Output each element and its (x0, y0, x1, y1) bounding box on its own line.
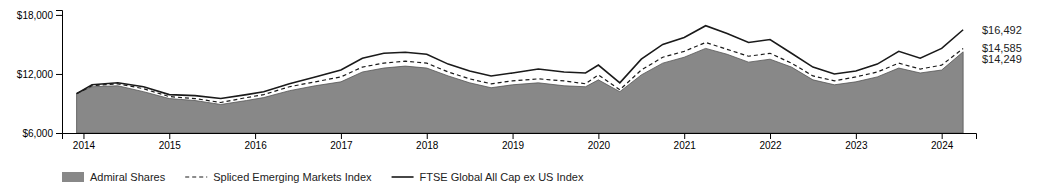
value-label: $16,492 (982, 24, 1022, 36)
chart: 2014 2015 2016 2017 2018 2019 2020 2021 2022 2023… (0, 0, 1048, 191)
tick-label: 2016 (244, 140, 267, 151)
legend-label: FTSE Global All Cap ex US Index (420, 171, 584, 183)
tick-mark (427, 133, 428, 139)
tick: 2022 (759, 133, 782, 151)
y-axis: $6,000 $12,000 $18,000 (17, 10, 63, 139)
tick-label: 2022 (759, 140, 782, 151)
legend-item: Admiral Shares (62, 171, 166, 183)
tick-label: 2024 (931, 140, 954, 151)
tick-label: $12,000 (17, 69, 54, 80)
area (77, 48, 964, 133)
tick-label: $18,000 (17, 10, 54, 21)
tick-mark (856, 133, 857, 139)
tick: $18,000 (17, 10, 62, 21)
tick: 2016 (244, 133, 267, 151)
tick-mark (942, 133, 943, 139)
tick-mark (56, 133, 62, 134)
legend-swatch (185, 176, 207, 177)
tick-label: 2018 (416, 140, 439, 151)
tick-label: 2017 (330, 140, 353, 151)
legend: Admiral Shares Spliced Emerging Markets I… (62, 171, 584, 183)
tick-mark (56, 15, 62, 16)
tick-label: 2021 (674, 140, 697, 151)
tick-label: 2019 (502, 140, 525, 151)
tick-label: 2015 (159, 140, 182, 151)
x-axis: 2014 2015 2016 2017 2018 2019 2020 2021 2022 2023… (63, 133, 977, 151)
tick-mark (83, 133, 84, 139)
value-labels: $16,492$14,585$14,249 (982, 24, 1022, 66)
tick-label: $6,000 (22, 128, 53, 139)
tick: 2024 (931, 133, 954, 151)
legend-swatch (392, 176, 414, 178)
legend-swatch (62, 172, 84, 182)
tick-mark (56, 74, 62, 75)
tick-label: 2014 (73, 140, 96, 151)
tick: $6,000 (22, 128, 62, 139)
tick: 2014 (73, 133, 96, 151)
tick-mark (341, 133, 342, 139)
tick: 2019 (502, 133, 525, 151)
plot-area (77, 26, 964, 133)
axis-line (56, 11, 63, 134)
legend-item: FTSE Global All Cap ex US Index (392, 171, 584, 183)
tick: 2021 (674, 133, 697, 151)
tick-label: 2020 (588, 140, 611, 151)
tick: 2020 (588, 133, 611, 151)
tick: 2018 (416, 133, 439, 151)
tick: 2015 (159, 133, 182, 151)
legend-item: Spliced Emerging Markets Index (185, 171, 372, 183)
legend-label: Spliced Emerging Markets Index (213, 171, 372, 183)
value-label: $14,249 (982, 53, 1022, 65)
legend-label: Admiral Shares (90, 171, 166, 183)
tick-mark (684, 133, 685, 139)
tick-mark (770, 133, 771, 139)
line (77, 26, 964, 99)
tick: $12,000 (17, 69, 62, 80)
tick: 2023 (845, 133, 868, 151)
tick-label: 2023 (845, 140, 868, 151)
axis-line (63, 134, 977, 140)
tick-mark (513, 133, 514, 139)
tick: 2017 (330, 133, 353, 151)
tick-mark (169, 133, 170, 139)
tick-mark (255, 133, 256, 139)
tick-mark (598, 133, 599, 139)
